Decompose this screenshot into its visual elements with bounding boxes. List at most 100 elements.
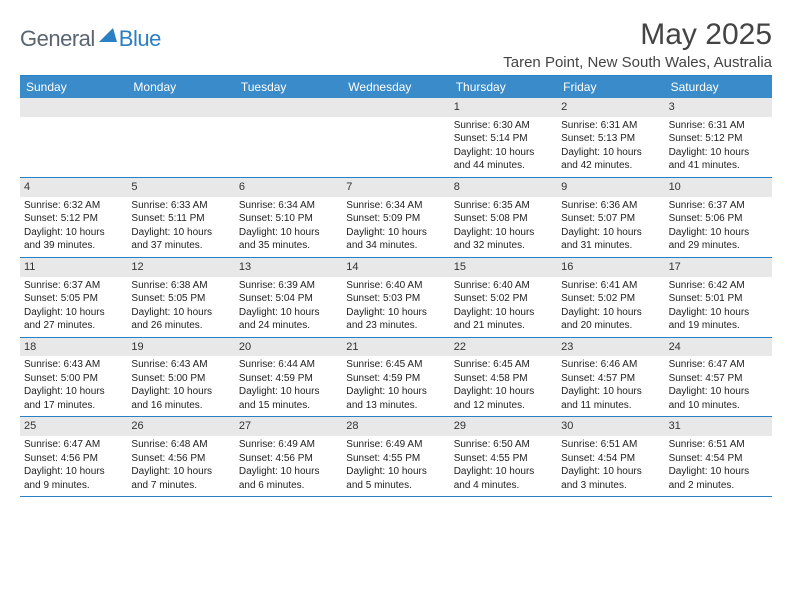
day-cell: 4 Sunrise: 6:32 AMSunset: 5:12 PMDaylight… <box>20 178 127 257</box>
daylight-text: Daylight: 10 hours and 19 minutes. <box>669 306 768 333</box>
sunset-text: Sunset: 4:56 PM <box>131 452 230 466</box>
day-cell: 2 Sunrise: 6:31 AMSunset: 5:13 PMDaylight… <box>557 98 664 177</box>
day-cell: 10Sunrise: 6:37 AMSunset: 5:06 PMDayligh… <box>665 178 772 257</box>
day-cell: 7Sunrise: 6:34 AMSunset: 5:09 PMDaylight… <box>342 178 449 257</box>
sunrise-text: Sunrise: 6:45 AM <box>346 358 445 372</box>
sunset-text: Sunset: 5:13 PM <box>561 132 660 146</box>
daylight-text: Daylight: 10 hours and 4 minutes. <box>454 465 553 492</box>
weekday-header-cell: Sunday <box>20 76 127 98</box>
sunrise-text: Sunrise: 6:42 AM <box>669 279 768 293</box>
day-cell <box>20 98 127 177</box>
day-cell: 18Sunrise: 6:43 AMSunset: 5:00 PMDayligh… <box>20 338 127 417</box>
daylight-text: Daylight: 10 hours and 41 minutes. <box>669 146 768 173</box>
day-number: 15 <box>450 258 557 277</box>
sunrise-text: Sunrise: 6:51 AM <box>669 438 768 452</box>
sunrise-text: Sunrise: 6:34 AM <box>346 199 445 213</box>
week-row: 11Sunrise: 6:37 AMSunset: 5:05 PMDayligh… <box>20 258 772 338</box>
day-number: 27 <box>235 417 342 436</box>
day-cell <box>127 98 234 177</box>
day-number-empty <box>20 98 127 117</box>
day-number: 31 <box>665 417 772 436</box>
month-title: May 2025 <box>503 18 772 52</box>
day-number: 14 <box>342 258 449 277</box>
sunset-text: Sunset: 5:02 PM <box>561 292 660 306</box>
day-cell: 13Sunrise: 6:39 AMSunset: 5:04 PMDayligh… <box>235 258 342 337</box>
sunrise-text: Sunrise: 6:36 AM <box>561 199 660 213</box>
weekday-header-row: SundayMondayTuesdayWednesdayThursdayFrid… <box>20 76 772 98</box>
weekday-header-cell: Monday <box>127 76 234 98</box>
day-number: 10 <box>665 178 772 197</box>
sunset-text: Sunset: 5:04 PM <box>239 292 338 306</box>
sunset-text: Sunset: 5:08 PM <box>454 212 553 226</box>
sunrise-text: Sunrise: 6:46 AM <box>561 358 660 372</box>
daylight-text: Daylight: 10 hours and 42 minutes. <box>561 146 660 173</box>
day-cell <box>342 98 449 177</box>
day-number: 26 <box>127 417 234 436</box>
day-cell <box>235 98 342 177</box>
sunrise-text: Sunrise: 6:49 AM <box>346 438 445 452</box>
daylight-text: Daylight: 10 hours and 23 minutes. <box>346 306 445 333</box>
daylight-text: Daylight: 10 hours and 39 minutes. <box>24 226 123 253</box>
day-number: 11 <box>20 258 127 277</box>
day-number: 1 <box>450 98 557 117</box>
day-cell: 6Sunrise: 6:34 AMSunset: 5:10 PMDaylight… <box>235 178 342 257</box>
daylight-text: Daylight: 10 hours and 35 minutes. <box>239 226 338 253</box>
sunset-text: Sunset: 4:57 PM <box>669 372 768 386</box>
sunset-text: Sunset: 5:05 PM <box>131 292 230 306</box>
weekday-header-cell: Thursday <box>450 76 557 98</box>
sunset-text: Sunset: 5:03 PM <box>346 292 445 306</box>
day-cell: 26Sunrise: 6:48 AMSunset: 4:56 PMDayligh… <box>127 417 234 496</box>
sunset-text: Sunset: 4:58 PM <box>454 372 553 386</box>
day-cell: 12Sunrise: 6:38 AMSunset: 5:05 PMDayligh… <box>127 258 234 337</box>
day-number: 9 <box>557 178 664 197</box>
day-number: 4 <box>20 178 127 197</box>
daylight-text: Daylight: 10 hours and 9 minutes. <box>24 465 123 492</box>
sunset-text: Sunset: 5:01 PM <box>669 292 768 306</box>
weekday-header-cell: Wednesday <box>342 76 449 98</box>
daylight-text: Daylight: 10 hours and 31 minutes. <box>561 226 660 253</box>
sunset-text: Sunset: 5:07 PM <box>561 212 660 226</box>
day-number: 29 <box>450 417 557 436</box>
sunset-text: Sunset: 5:06 PM <box>669 212 768 226</box>
day-cell: 25Sunrise: 6:47 AMSunset: 4:56 PMDayligh… <box>20 417 127 496</box>
sunset-text: Sunset: 5:11 PM <box>131 212 230 226</box>
day-number: 2 <box>557 98 664 117</box>
sunset-text: Sunset: 5:12 PM <box>24 212 123 226</box>
day-number: 21 <box>342 338 449 357</box>
day-cell: 31Sunrise: 6:51 AMSunset: 4:54 PMDayligh… <box>665 417 772 496</box>
page-header: General Blue May 2025 Taren Point, New S… <box>20 18 772 71</box>
sunset-text: Sunset: 5:05 PM <box>24 292 123 306</box>
sunset-text: Sunset: 4:59 PM <box>346 372 445 386</box>
logo-triangle-icon <box>99 28 117 42</box>
daylight-text: Daylight: 10 hours and 34 minutes. <box>346 226 445 253</box>
day-number: 20 <box>235 338 342 357</box>
sunrise-text: Sunrise: 6:47 AM <box>669 358 768 372</box>
sunrise-text: Sunrise: 6:32 AM <box>24 199 123 213</box>
calendar: SundayMondayTuesdayWednesdayThursdayFrid… <box>20 75 772 497</box>
sunset-text: Sunset: 4:56 PM <box>24 452 123 466</box>
sunrise-text: Sunrise: 6:31 AM <box>669 119 768 133</box>
daylight-text: Daylight: 10 hours and 5 minutes. <box>346 465 445 492</box>
sunrise-text: Sunrise: 6:43 AM <box>131 358 230 372</box>
weekday-header-cell: Friday <box>557 76 664 98</box>
sunset-text: Sunset: 5:12 PM <box>669 132 768 146</box>
day-cell: 3 Sunrise: 6:31 AMSunset: 5:12 PMDaylight… <box>665 98 772 177</box>
sunset-text: Sunset: 4:55 PM <box>454 452 553 466</box>
sunrise-text: Sunrise: 6:33 AM <box>131 199 230 213</box>
sunrise-text: Sunrise: 6:49 AM <box>239 438 338 452</box>
day-number: 17 <box>665 258 772 277</box>
daylight-text: Daylight: 10 hours and 20 minutes. <box>561 306 660 333</box>
week-row: 18Sunrise: 6:43 AMSunset: 5:00 PMDayligh… <box>20 338 772 418</box>
sunset-text: Sunset: 4:59 PM <box>239 372 338 386</box>
day-number: 19 <box>127 338 234 357</box>
sunrise-text: Sunrise: 6:31 AM <box>561 119 660 133</box>
daylight-text: Daylight: 10 hours and 12 minutes. <box>454 385 553 412</box>
day-number-empty <box>342 98 449 117</box>
daylight-text: Daylight: 10 hours and 26 minutes. <box>131 306 230 333</box>
sunrise-text: Sunrise: 6:48 AM <box>131 438 230 452</box>
sunrise-text: Sunrise: 6:51 AM <box>561 438 660 452</box>
day-number: 24 <box>665 338 772 357</box>
day-cell: 27Sunrise: 6:49 AMSunset: 4:56 PMDayligh… <box>235 417 342 496</box>
day-cell: 1Sunrise: 6:30 AMSunset: 5:14 PMDaylight… <box>450 98 557 177</box>
day-number: 3 <box>665 98 772 117</box>
